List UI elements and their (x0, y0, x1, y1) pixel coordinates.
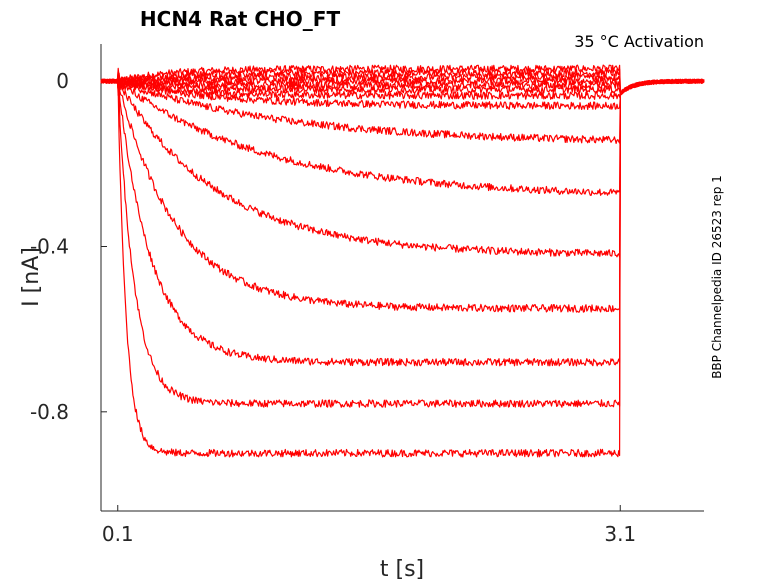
y-tick-label: -0.8 (30, 400, 69, 424)
chart-title: HCN4 Rat CHO_FT (140, 7, 341, 31)
trace-10 (100, 77, 705, 196)
trace-15 (100, 78, 705, 458)
current-traces (100, 64, 705, 458)
trace-7 (100, 69, 705, 100)
trace-9 (100, 78, 705, 144)
trace-1 (100, 64, 704, 94)
trace-11 (100, 72, 705, 258)
trace-4 (100, 74, 705, 96)
x-tick-label: 0.1 (102, 522, 134, 546)
trace-13 (100, 78, 705, 367)
y-tick-label: 0 (56, 69, 69, 93)
condition-annotation: 35 °C Activation (574, 32, 704, 51)
trace-12 (100, 78, 705, 313)
trace-5 (100, 77, 705, 95)
source-id-label: BBP Channelpedia ID 26523 rep 1 (710, 175, 724, 379)
y-axis-label: I [nA] (19, 247, 44, 307)
tick-marks: 0.1 3.1 0 -0.4 -0.8 (30, 69, 636, 546)
x-axis-label: t [s] (380, 557, 424, 582)
x-tick-label: 3.1 (604, 522, 636, 546)
trace-8 (100, 71, 705, 111)
y-tick-label: -0.4 (30, 235, 69, 259)
trace-14 (100, 78, 705, 408)
axes (100, 44, 704, 512)
